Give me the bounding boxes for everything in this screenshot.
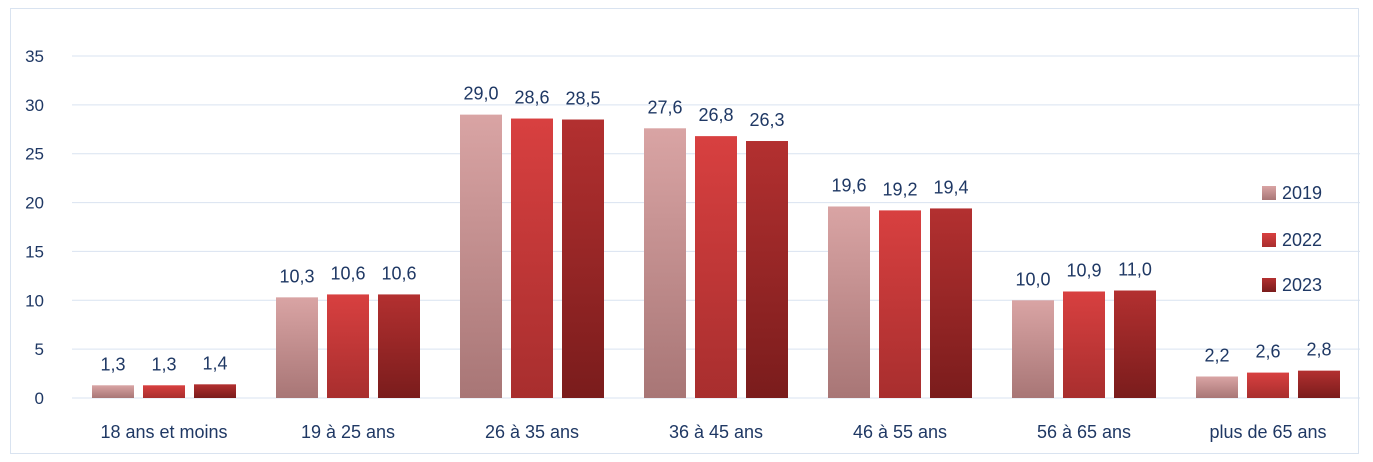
bar-2022 [695,136,737,398]
bar-2019 [1012,300,1054,398]
legend-label: 2022 [1282,230,1322,250]
x-axis: 18 ans et moins 19 à 25 ans 26 à 35 ans 36 … [100,422,1326,442]
y-tick-label: 35 [25,47,44,66]
data-label: 2,8 [1306,340,1331,360]
legend-swatch-2023 [1262,278,1276,292]
data-label: 27,6 [647,97,682,117]
x-tick-label: 56 à 65 ans [1037,422,1131,442]
data-label: 28,6 [514,88,549,108]
x-tick-label: 46 à 55 ans [853,422,947,442]
y-axis: 0 5 10 15 20 25 30 35 [25,47,44,408]
x-tick-label: 19 à 25 ans [301,422,395,442]
data-label: 29,0 [463,84,498,104]
y-tick-label: 5 [35,340,44,359]
bar-2023 [562,119,604,398]
bar-2019 [1196,376,1238,398]
y-tick-label: 20 [25,194,44,213]
data-label: 1,3 [151,354,176,374]
data-label: 1,4 [202,353,227,373]
legend-swatch-2019 [1262,186,1276,200]
x-tick-label: plus de 65 ans [1209,422,1326,442]
y-tick-label: 10 [25,291,44,310]
data-label: 19,4 [933,177,968,197]
data-label: 19,6 [831,175,866,195]
data-label: 19,2 [882,179,917,199]
data-label: 1,3 [100,354,125,374]
data-label: 2,2 [1204,346,1229,366]
legend-label: 2023 [1282,275,1322,295]
y-tick-label: 30 [25,96,44,115]
y-tick-label: 0 [35,389,44,408]
data-label: 11,0 [1118,260,1152,280]
x-tick-label: 18 ans et moins [100,422,227,442]
bar-2023 [930,208,972,398]
data-label: 10,9 [1066,260,1101,280]
bar-2023 [1298,370,1340,398]
bar-2023 [746,141,788,399]
data-label: 10,6 [330,263,365,283]
data-label: 26,3 [749,110,784,130]
legend-label: 2019 [1282,183,1322,203]
data-label: 10,0 [1015,269,1050,289]
bar-2023 [194,384,236,398]
legend-swatch-2022 [1262,233,1276,247]
bar-2023 [1114,290,1156,398]
bar-2022 [143,385,185,398]
bar-2019 [92,385,134,398]
bars: 1,3 1,3 1,4 10,3 10,6 10,6 29,0 28,6 28,5 27,6 26,… [92,84,1340,399]
data-label: 26,8 [698,105,733,125]
bar-2022 [511,118,553,398]
bar-2019 [460,114,502,398]
bar-2023 [378,294,420,398]
bar-2022 [1247,372,1289,398]
y-tick-label: 25 [25,145,44,164]
bar-2019 [644,128,686,398]
y-tick-label: 15 [25,242,44,261]
data-label: 10,6 [381,263,416,283]
bar-2022 [879,210,921,398]
x-tick-label: 36 à 45 ans [669,422,763,442]
bar-2019 [276,297,318,398]
bar-2019 [828,206,870,398]
bar-2022 [327,294,369,398]
legend: 2019 2022 2023 [1262,183,1322,295]
bar-2022 [1063,291,1105,398]
data-label: 28,5 [565,89,600,109]
x-tick-label: 26 à 35 ans [485,422,579,442]
data-label: 10,3 [279,266,314,286]
data-label: 2,6 [1255,342,1280,362]
